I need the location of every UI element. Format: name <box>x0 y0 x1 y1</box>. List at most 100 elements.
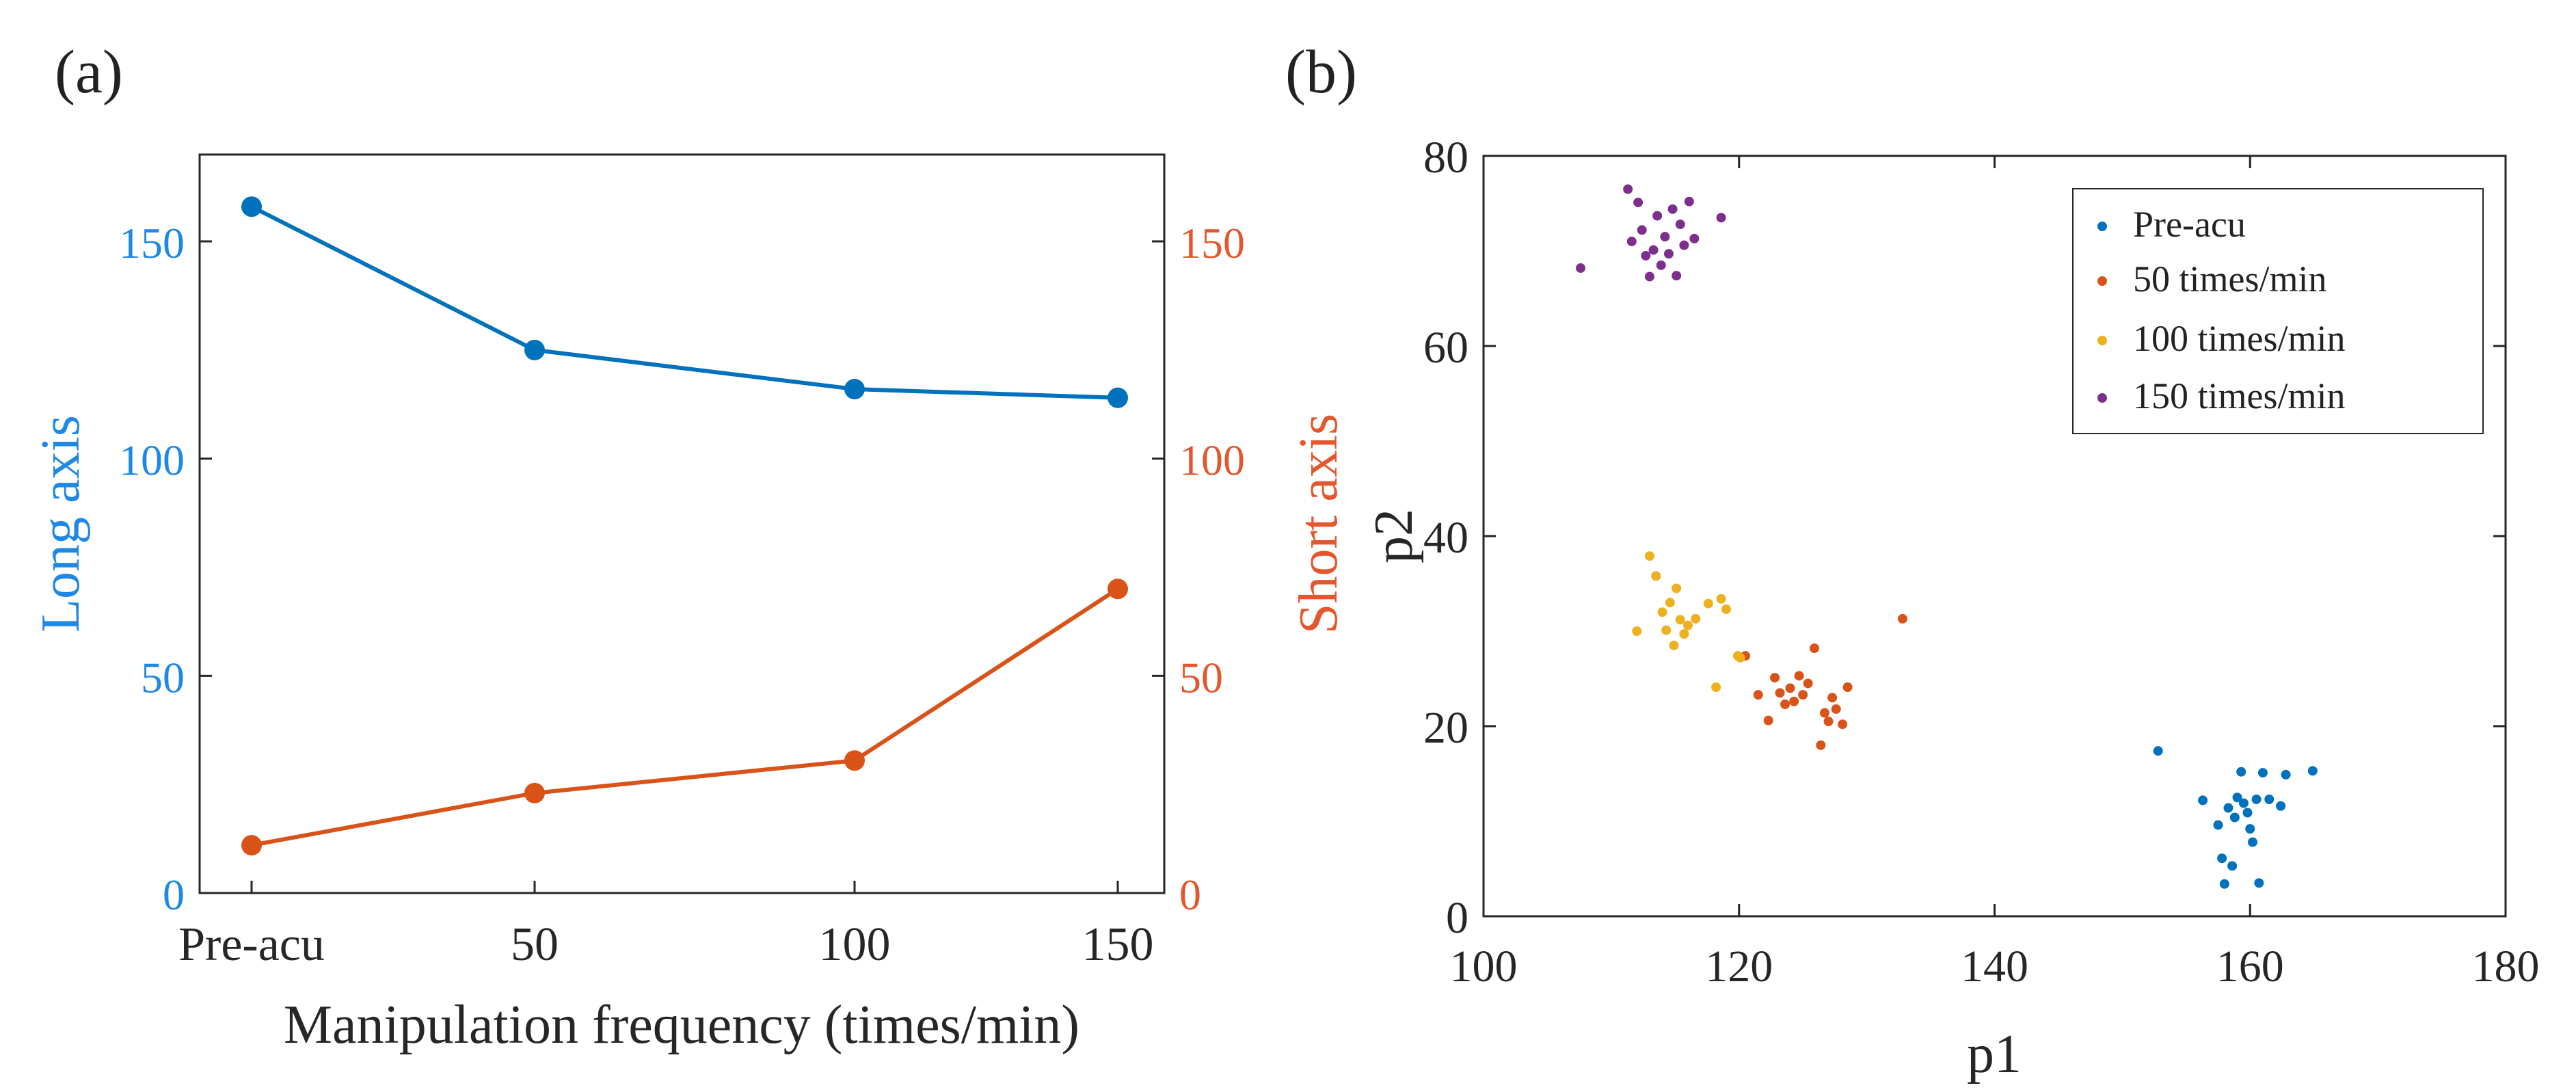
long-axis-point <box>524 339 545 360</box>
panel-b-y-tick-label: 80 <box>1423 133 1468 183</box>
scatter-point <box>1648 245 1659 255</box>
scatter-point <box>1661 625 1672 635</box>
scatter-point <box>2264 795 2275 805</box>
panel-a-left-tick-label: 150 <box>119 219 185 267</box>
scatter-point <box>2238 798 2249 808</box>
scatter-point <box>2227 861 2238 871</box>
panel-b-x-label: p1 <box>1967 1024 2022 1084</box>
scatter-point <box>1711 682 1721 693</box>
scatter-series-3 <box>1576 184 1726 282</box>
short-axis-point <box>241 835 262 856</box>
short-axis-point <box>524 782 545 803</box>
legend-marker-150 <box>2097 393 2107 403</box>
scatter-point <box>1663 249 1674 259</box>
long-axis-line <box>250 204 1118 400</box>
scatter-point <box>1753 690 1763 700</box>
scatter-point <box>1716 213 1726 223</box>
scatter-series-0 <box>2153 746 2318 889</box>
scatter-point <box>1735 652 1745 663</box>
scatter-point <box>1798 690 1808 700</box>
legend-box <box>2072 188 2484 434</box>
panel-b-series <box>1576 184 2318 889</box>
scatter-point <box>1823 717 1834 727</box>
scatter-point <box>1637 225 1647 235</box>
scatter-point <box>1652 211 1663 221</box>
panel-a-x-axis: Pre-acu 50 100 150 <box>178 881 1154 971</box>
panel-a-right-axis-label: Short axis <box>1289 414 1349 634</box>
legend-marker-100 <box>2097 336 2107 345</box>
scatter-point <box>1789 696 1799 706</box>
panel-a-x-tick-label: 50 <box>511 918 559 971</box>
scatter-point <box>1656 260 1666 270</box>
scatter-point <box>1672 583 1682 594</box>
scatter-point <box>2217 853 2227 864</box>
scatter-point <box>1819 708 1829 718</box>
panel-b-y-label: p2 <box>1364 509 1424 563</box>
short-axis-point <box>1108 578 1128 600</box>
scatter-point <box>2219 879 2229 889</box>
scatter-point <box>1810 643 1820 654</box>
panel-b-x-tick-label: 100 <box>1450 942 1518 991</box>
scatter-point <box>1827 693 1838 703</box>
scatter-point <box>2307 766 2318 776</box>
scatter-point <box>1644 271 1654 282</box>
scatter-point <box>1669 640 1679 650</box>
panel-a-series <box>241 196 1128 856</box>
panel-b-x-tick-label: 120 <box>1705 942 1773 991</box>
legend-marker-50 <box>2097 276 2107 286</box>
panel-a-label: (a) <box>55 38 123 106</box>
scatter-point <box>2198 795 2208 805</box>
scatter-point <box>1675 615 1685 625</box>
long-axis-point <box>1108 387 1128 408</box>
scatter-point <box>2247 837 2257 847</box>
scatter-point <box>2229 812 2240 823</box>
scatter-point <box>2254 878 2264 888</box>
panel-a-right-tick-label: 150 <box>1179 219 1245 267</box>
panel-b-x-tick-label: 140 <box>1961 942 2028 991</box>
panel-b-y-tick-label: 60 <box>1423 323 1468 373</box>
scatter-point <box>2242 808 2253 818</box>
scatter-point <box>1626 237 1637 247</box>
panel-b-label: (b) <box>1285 38 1357 106</box>
scatter-point <box>1633 198 1643 208</box>
scatter-point <box>1689 233 1700 243</box>
scatter-point <box>1632 626 1642 636</box>
scatter-point <box>1675 219 1685 230</box>
panel-a-x-tick-label: Pre-acu <box>178 918 325 971</box>
panel-b-y-tick-label: 20 <box>1423 703 1468 753</box>
scatter-point <box>1660 232 1670 242</box>
scatter-point <box>1721 604 1732 615</box>
legend-label-100: 100 times/min <box>2133 318 2346 359</box>
scatter-point <box>1780 700 1790 710</box>
panel-a-x-tick-label: 150 <box>1082 918 1154 971</box>
scatter-point <box>1785 683 1795 693</box>
panel-b-y-axis: 0 20 40 60 80 <box>1423 133 2506 943</box>
scatter-point <box>1763 715 1773 725</box>
panel-b-y-tick-label: 40 <box>1423 513 1468 563</box>
scatter-point <box>1716 594 1726 604</box>
scatter-series-1 <box>1741 613 1907 750</box>
scatter-point <box>1651 571 1661 581</box>
scatter-point <box>1803 678 1813 689</box>
scatter-point <box>1667 204 1678 214</box>
panel-a-left-axis: 0 50 100 150 <box>119 219 212 919</box>
legend-label-50: 50 times/min <box>2133 258 2327 299</box>
scatter-point <box>2257 768 2268 778</box>
scatter-point <box>1679 629 1689 639</box>
panel-b-legend: Pre-acu 50 times/min 100 times/min 150 t… <box>2072 188 2484 434</box>
panel-a-left-tick-label: 50 <box>141 653 185 702</box>
legend-marker-pre-acu <box>2097 222 2107 231</box>
scatter-point <box>1794 671 1804 681</box>
short-axis-point <box>844 750 865 771</box>
scatter-point <box>1897 613 1907 624</box>
scatter-point <box>2232 793 2242 803</box>
panel-a-axes-box <box>198 153 1166 894</box>
panel-a-right-axis: 0 50 100 150 <box>1152 219 1245 919</box>
scatter-point <box>1623 184 1633 194</box>
scatter-point <box>1641 250 1651 261</box>
scatter-point <box>1831 704 1841 714</box>
scatter-point <box>1775 688 1785 698</box>
legend-label-150: 150 times/min <box>2133 375 2346 416</box>
